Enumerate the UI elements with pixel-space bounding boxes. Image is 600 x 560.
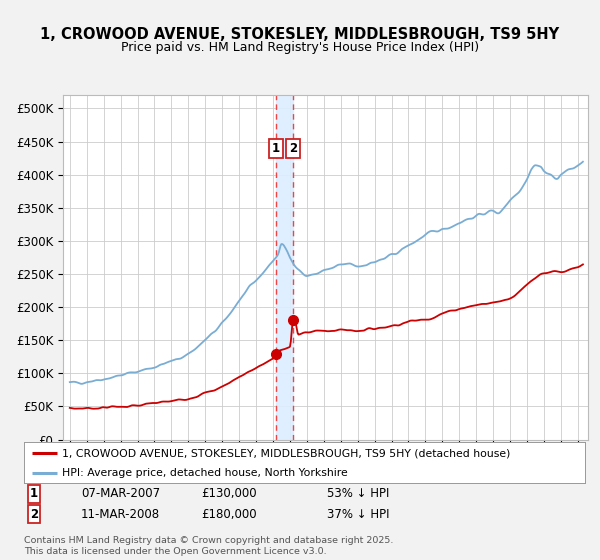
Text: £130,000: £130,000 — [201, 487, 257, 501]
Text: 53% ↓ HPI: 53% ↓ HPI — [327, 487, 389, 501]
Text: 1, CROWOOD AVENUE, STOKESLEY, MIDDLESBROUGH, TS9 5HY (detached house): 1, CROWOOD AVENUE, STOKESLEY, MIDDLESBRO… — [62, 449, 511, 458]
Text: 1, CROWOOD AVENUE, STOKESLEY, MIDDLESBROUGH, TS9 5HY: 1, CROWOOD AVENUE, STOKESLEY, MIDDLESBRO… — [40, 27, 560, 42]
Bar — [276, 95, 293, 440]
Text: Contains HM Land Registry data © Crown copyright and database right 2025.
This d: Contains HM Land Registry data © Crown c… — [24, 536, 394, 556]
Text: 1: 1 — [30, 487, 38, 501]
Text: 1: 1 — [272, 142, 280, 155]
Text: HPI: Average price, detached house, North Yorkshire: HPI: Average price, detached house, Nort… — [62, 468, 348, 478]
Text: 37% ↓ HPI: 37% ↓ HPI — [327, 507, 389, 521]
Text: 11-MAR-2008: 11-MAR-2008 — [81, 507, 160, 521]
Text: 2: 2 — [289, 142, 297, 155]
Text: £180,000: £180,000 — [201, 507, 257, 521]
Text: 07-MAR-2007: 07-MAR-2007 — [81, 487, 160, 501]
Text: Price paid vs. HM Land Registry's House Price Index (HPI): Price paid vs. HM Land Registry's House … — [121, 41, 479, 54]
Text: 2: 2 — [30, 507, 38, 521]
